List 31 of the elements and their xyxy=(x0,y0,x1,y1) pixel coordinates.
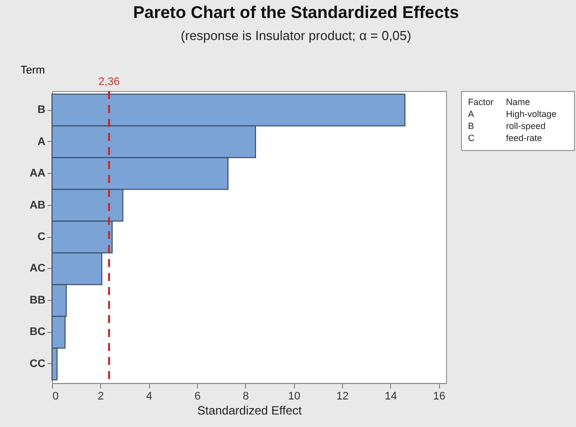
text: A xyxy=(468,108,476,120)
x-tick-label: 10 xyxy=(288,390,300,402)
text: Name xyxy=(506,96,532,108)
text: B xyxy=(468,120,476,132)
y-tick-label: BB xyxy=(30,294,46,306)
x-tick-label: 6 xyxy=(194,390,201,402)
x-tick-label: 4 xyxy=(146,390,152,402)
y-tick-label: AC xyxy=(30,262,46,275)
x-tick-label: 2 xyxy=(98,390,104,402)
chart-title: Pareto Chart of the Standardized Effects xyxy=(133,3,459,22)
x-tick-label: 16 xyxy=(433,390,446,402)
x-tick-label: 14 xyxy=(384,390,398,402)
chart-subtitle: (response is Insulator product; α = 0,05) xyxy=(180,28,412,43)
y-tick-label: BC xyxy=(30,326,46,338)
y-tick-label: AB xyxy=(30,199,46,212)
y-tick-label: A xyxy=(38,136,46,148)
text: C xyxy=(468,132,476,144)
y-tick-label: C xyxy=(38,231,46,243)
x-tick-label: 8 xyxy=(242,390,249,402)
text: Factor xyxy=(468,96,495,108)
y-tick-label: AA xyxy=(30,168,46,180)
y-axis-title: Term xyxy=(20,64,45,76)
text: roll-speed xyxy=(506,120,547,132)
x-tick-label: 12 xyxy=(336,390,349,402)
x-tick-label: 0 xyxy=(52,390,59,402)
ref-line-label: 2,36 xyxy=(98,76,120,88)
y-tick-label: B xyxy=(38,104,46,116)
x-axis-title: Standardized Effect xyxy=(197,404,302,418)
y-tick-label: CC xyxy=(30,358,46,370)
text: High-voltage xyxy=(506,108,558,120)
text: feed-rate xyxy=(506,132,544,144)
